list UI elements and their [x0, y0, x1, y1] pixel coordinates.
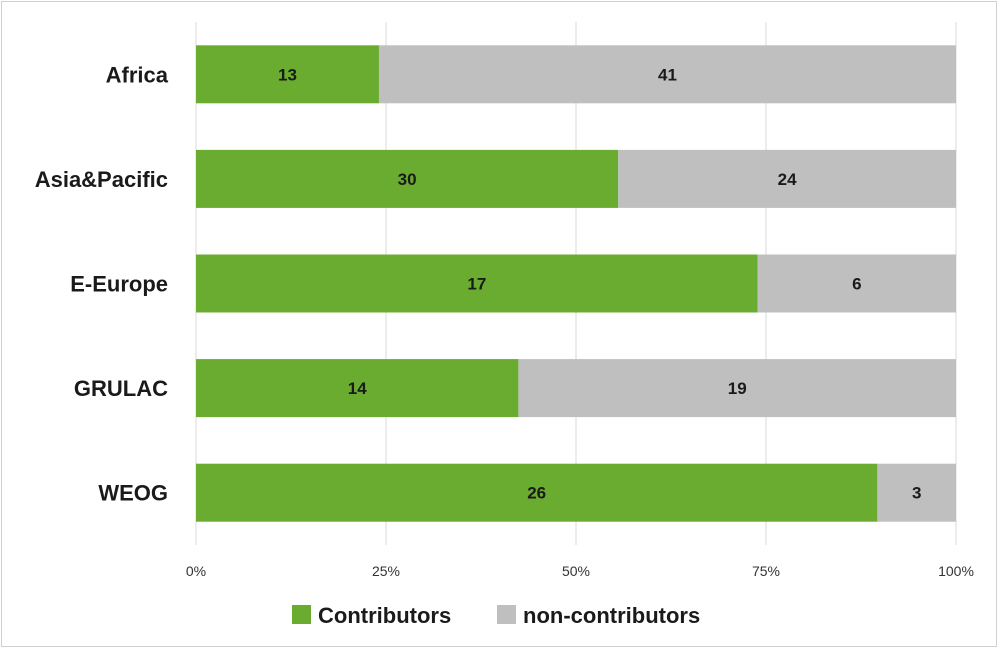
bar-data-label: 30 [398, 170, 417, 189]
bar-segment-non-contributors [757, 254, 956, 313]
bar-segment-non-contributors [378, 45, 956, 104]
x-tick-label: 100% [938, 563, 974, 579]
bar-data-label: 24 [778, 170, 797, 189]
bar-data-label: 6 [852, 275, 861, 294]
legend-swatch [292, 605, 311, 624]
x-tick-label: 0% [186, 563, 206, 579]
bar-segment-contributors [196, 359, 519, 418]
bar-segment-non-contributors [518, 359, 956, 418]
x-tick-label: 50% [562, 563, 590, 579]
category-label: GRULAC [74, 376, 168, 401]
category-label: E-Europe [70, 272, 168, 297]
bar-data-label: 41 [658, 65, 677, 84]
bars [196, 45, 956, 522]
bar-segment-contributors [196, 254, 758, 313]
legend: Contributors non-contributors [292, 603, 700, 628]
category-label: Asia&Pacific [35, 167, 168, 192]
bar-segment-non-contributors [618, 149, 956, 208]
labels: 0% 25% 50% 75% 100% 13 41 Africa 30 24 Asia&Pacifi… [35, 62, 974, 579]
x-tick-label: 25% [372, 563, 400, 579]
bar-data-label: 26 [527, 484, 546, 503]
bar-segment-contributors [196, 463, 878, 522]
bar-data-label: 3 [912, 484, 921, 503]
bar-data-label: 19 [728, 379, 747, 398]
bar-data-label: 14 [348, 379, 367, 398]
bar-data-label: 13 [278, 65, 297, 84]
bar-segment-contributors [196, 149, 619, 208]
bar-segment-contributors [196, 45, 379, 104]
legend-swatch [497, 605, 516, 624]
category-label: Africa [106, 62, 169, 87]
bar-segment-non-contributors [877, 463, 956, 522]
legend-label: non-contributors [523, 603, 700, 628]
category-label: WEOG [98, 481, 168, 506]
x-tick-label: 75% [752, 563, 780, 579]
bar-data-label: 17 [467, 275, 486, 294]
legend-label: Contributors [318, 603, 451, 628]
